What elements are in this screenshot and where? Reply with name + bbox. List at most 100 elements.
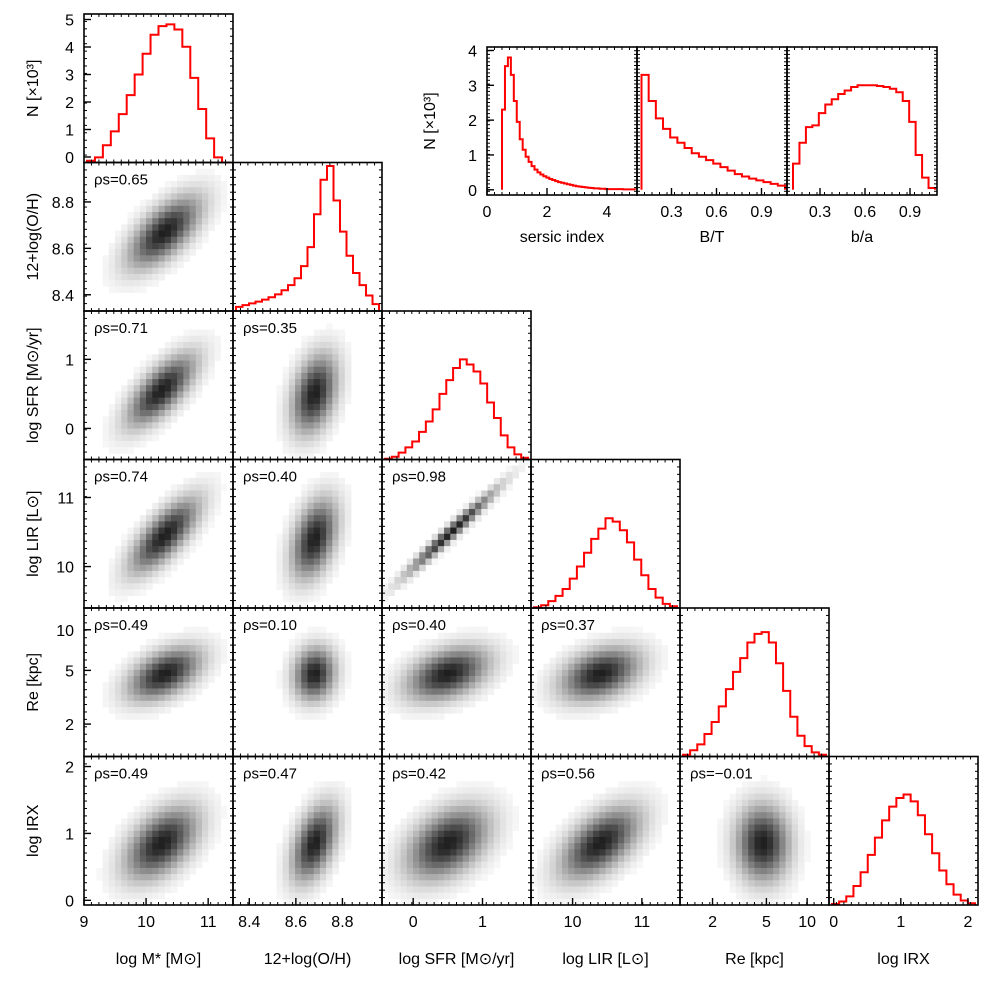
density-cell bbox=[493, 676, 501, 683]
density-cell bbox=[425, 682, 433, 689]
density-cell bbox=[127, 688, 135, 696]
density-cell bbox=[177, 385, 184, 392]
density-cell bbox=[164, 849, 172, 856]
density-cell bbox=[394, 880, 402, 887]
density-cell bbox=[319, 855, 327, 863]
density-cell bbox=[499, 632, 507, 640]
density-cell bbox=[475, 836, 482, 844]
density-cell bbox=[332, 478, 339, 485]
density-cell bbox=[400, 676, 408, 683]
density-cell bbox=[133, 806, 141, 813]
density-cell bbox=[121, 403, 128, 411]
density-cell bbox=[338, 509, 346, 516]
density-cell bbox=[177, 861, 184, 869]
density-cell bbox=[189, 515, 197, 522]
density-cell bbox=[419, 880, 426, 887]
density-cell bbox=[121, 564, 128, 572]
density-cell bbox=[146, 688, 153, 696]
density-cell bbox=[419, 669, 426, 677]
density-cell bbox=[574, 663, 582, 671]
density-cell bbox=[189, 341, 197, 349]
density-cell bbox=[208, 836, 215, 844]
density-cell bbox=[450, 682, 457, 689]
density-cell bbox=[164, 212, 172, 219]
density-cell bbox=[444, 818, 451, 825]
density-cell bbox=[419, 830, 426, 838]
density-cell bbox=[319, 676, 327, 683]
density-cell bbox=[158, 527, 166, 535]
density-panel-r3-c1 bbox=[276, 471, 352, 609]
density-cell bbox=[276, 867, 284, 875]
density-cell bbox=[499, 645, 507, 652]
density-cell bbox=[766, 892, 774, 900]
density-cell bbox=[301, 812, 308, 819]
density-cell bbox=[562, 688, 569, 696]
density-cell bbox=[301, 447, 308, 454]
inset-y-tick-label: 2 bbox=[468, 113, 477, 130]
density-cell bbox=[406, 558, 414, 566]
histogram-lir bbox=[532, 517, 679, 609]
density-cell bbox=[568, 843, 575, 850]
density-cell bbox=[344, 818, 352, 825]
density-cell bbox=[338, 385, 346, 392]
density-cell bbox=[177, 688, 184, 696]
density-cell bbox=[326, 694, 333, 702]
density-cell bbox=[282, 577, 290, 584]
density-cell bbox=[431, 707, 439, 714]
density-cell bbox=[183, 255, 190, 262]
density-cell bbox=[295, 385, 302, 392]
density-cell bbox=[394, 570, 402, 578]
density-cell bbox=[499, 824, 507, 832]
density-cell bbox=[127, 564, 135, 572]
density-cell bbox=[462, 694, 470, 702]
density-cell bbox=[301, 385, 308, 392]
density-cell bbox=[394, 577, 402, 584]
density-cell bbox=[574, 830, 582, 838]
density-cell bbox=[152, 403, 159, 411]
density-cell bbox=[108, 447, 116, 454]
density-cell bbox=[319, 824, 327, 832]
density-cell bbox=[382, 688, 389, 696]
density-cell bbox=[158, 230, 166, 238]
density-cell bbox=[146, 199, 153, 207]
y-tick-label: 1 bbox=[65, 352, 74, 369]
density-cell bbox=[282, 379, 290, 386]
density-cell bbox=[139, 713, 147, 720]
density-cell bbox=[611, 806, 619, 813]
density-cell bbox=[394, 824, 402, 832]
density-cell bbox=[121, 663, 128, 671]
density-cell bbox=[468, 799, 476, 807]
density-cell bbox=[313, 861, 321, 869]
density-cell bbox=[332, 372, 339, 380]
density-cell bbox=[462, 527, 470, 535]
density-cell bbox=[164, 651, 172, 658]
density-cell bbox=[189, 669, 197, 677]
density-cell bbox=[170, 341, 178, 349]
density-cell bbox=[419, 861, 426, 869]
density-cell bbox=[139, 440, 147, 448]
density-cell bbox=[127, 570, 135, 578]
density-cell bbox=[586, 855, 594, 863]
density-cell bbox=[121, 713, 128, 720]
density-cell bbox=[754, 799, 762, 807]
minor-ticks bbox=[680, 608, 829, 757]
density-cell bbox=[164, 830, 172, 838]
density-cell bbox=[568, 669, 575, 677]
minor-ticks bbox=[829, 756, 978, 905]
density-cell bbox=[276, 577, 284, 584]
density-cell bbox=[282, 570, 290, 578]
density-cell bbox=[431, 713, 439, 720]
density-cell bbox=[785, 886, 793, 894]
density-cell bbox=[121, 267, 128, 275]
density-cell bbox=[742, 793, 749, 801]
density-cell bbox=[400, 824, 408, 832]
density-cell bbox=[624, 645, 631, 652]
density-cell bbox=[170, 255, 178, 262]
minor-ticks bbox=[233, 162, 382, 311]
density-cell bbox=[400, 682, 408, 689]
density-cell bbox=[195, 527, 203, 535]
y-tick-label: 2 bbox=[65, 717, 74, 734]
density-cell bbox=[599, 806, 606, 813]
density-cell bbox=[332, 657, 339, 665]
density-cell bbox=[636, 676, 644, 683]
